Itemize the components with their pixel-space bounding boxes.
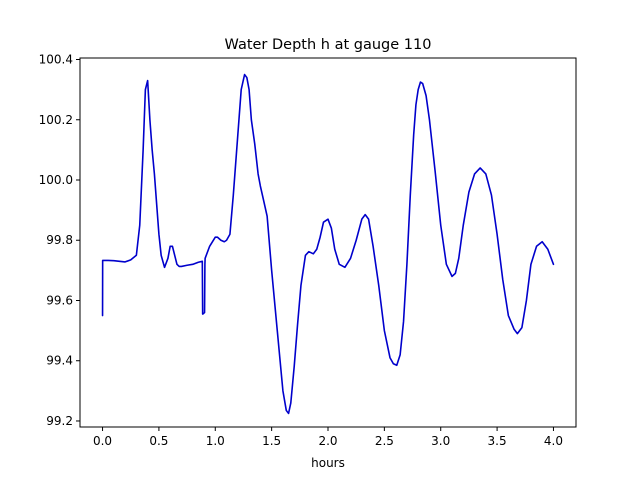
y-tick-label: 99.4 [46, 354, 73, 368]
series-layer [101, 73, 555, 415]
x-tick-label: 3.0 [431, 434, 450, 448]
x-axis: 0.0 0.5 1.0 1.5 2.0 2.5 3.0 3.5 4.0 [93, 427, 563, 448]
y-tick-label: 100.0 [39, 173, 73, 187]
chart-title: Water Depth h at gauge 110 [225, 37, 432, 53]
plot-area [80, 58, 576, 427]
x-tick-label: 2.0 [318, 434, 337, 448]
x-tick-label: 3.5 [488, 434, 507, 448]
y-tick-label: 99.2 [46, 414, 73, 428]
series-line-0 [101, 73, 555, 415]
y-tick-label: 99.6 [46, 293, 73, 307]
x-tick-label: 1.0 [206, 434, 225, 448]
y-axis: 99.2 99.4 99.6 99.8 100.0 100.2 100.4 [39, 53, 80, 428]
y-tick-label: 100.4 [39, 53, 73, 67]
x-tick-label: 0.5 [149, 434, 168, 448]
x-tick-label: 0.0 [93, 434, 112, 448]
x-tick-label: 1.5 [262, 434, 281, 448]
x-tick-label: 4.0 [544, 434, 563, 448]
x-tick-label: 2.5 [375, 434, 394, 448]
y-tick-label: 100.2 [39, 113, 73, 127]
x-axis-label: hours [311, 456, 345, 470]
y-tick-label: 99.8 [46, 233, 73, 247]
